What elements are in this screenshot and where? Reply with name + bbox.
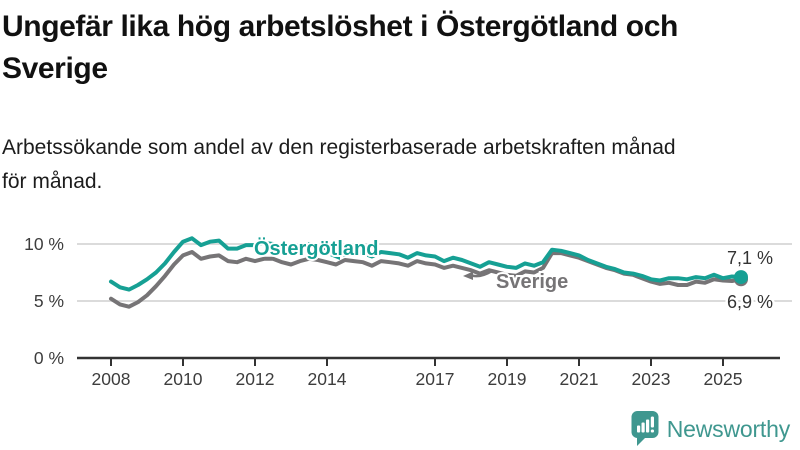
x-tick-label-2023: 2023 <box>632 369 671 389</box>
title-line-2: Sverige <box>2 52 108 85</box>
series-label-ostergotland: Östergötland <box>252 235 380 262</box>
end-label-sverige: 6,9 % <box>727 292 773 312</box>
chart-subtitle: Arbetssökande som andel av den registerb… <box>2 131 794 199</box>
x-tick-marks <box>110 358 724 366</box>
data-line-östergötland <box>109 236 743 292</box>
subtitle-line-2: för månad. <box>2 170 103 193</box>
y-tick-label-5: 5 % <box>34 291 64 311</box>
x-tick-label-2019: 2019 <box>488 369 527 389</box>
ostergotland-arrow-tail <box>338 251 355 257</box>
x-tick-label-2014: 2014 <box>308 369 347 389</box>
sverige-series-label: Sverige <box>496 271 568 293</box>
x-tick-label-2017: 2017 <box>416 369 455 389</box>
newsworthy-brand-text: Newsworthy <box>666 415 790 442</box>
end-dot-östergötland <box>734 270 748 285</box>
sverige-arrow-tail <box>471 269 493 278</box>
y-tick-label-0: 0 % <box>34 348 64 368</box>
end-label-ostergotland: 7,1 % <box>727 248 773 268</box>
x-tick-label-2010: 2010 <box>164 369 203 389</box>
line-chart: 10 % 5 % 0 % 2008 2010 2012 2014 2017 20… <box>24 234 792 389</box>
y-tick-label-10: 10 % <box>24 234 64 254</box>
x-tick-label-2025: 2025 <box>704 369 743 389</box>
title-line-1: Ungefär lika hög arbetslöshet i Östergöt… <box>2 10 678 43</box>
series-lines <box>109 236 748 309</box>
newsworthy-logo-icon <box>631 411 659 446</box>
ostergotland-arrow-icon <box>330 251 340 260</box>
subtitle-line-1: Arbetssökande som andel av den registerb… <box>2 136 676 159</box>
newsworthy-logo[interactable]: Newsworthy <box>630 411 790 447</box>
x-tick-label-2012: 2012 <box>236 369 275 389</box>
sverige-arrow-icon <box>463 271 473 280</box>
page-title: Ungefär lika hög arbetslöshet i Östergöt… <box>2 6 794 90</box>
ostergotland-series-label: Östergötland <box>254 237 378 260</box>
x-tick-label-2021: 2021 <box>560 369 599 389</box>
series-label-sverige: Sverige <box>463 269 570 295</box>
x-tick-label-2008: 2008 <box>92 369 131 389</box>
